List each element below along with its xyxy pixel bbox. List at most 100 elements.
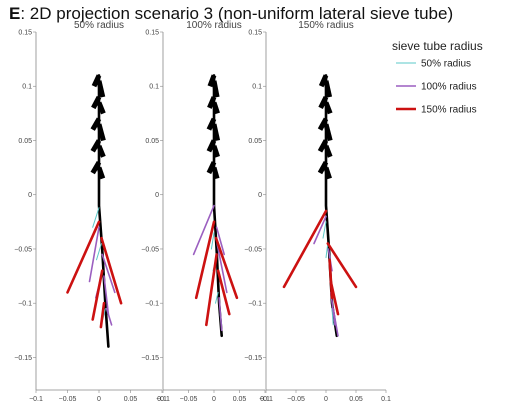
panel-50-radius: 50% radius 0.15 0.1 0.05 0 −0.05 −0.1 −0.15 −0.1… xyxy=(14,20,167,403)
y-tick-label: 0.05 xyxy=(248,138,262,145)
segment xyxy=(332,307,339,337)
segment xyxy=(216,269,231,316)
segment xyxy=(207,96,217,109)
x-tick-label: −0.05 xyxy=(59,396,77,403)
segment xyxy=(90,160,102,175)
y-tick-label: 0 xyxy=(28,192,32,199)
panel-title: 150% radius xyxy=(298,20,354,31)
figure-letter: E xyxy=(9,4,20,23)
panel-100-radius: 100% radius 0.15 0.1 0.05 0 −0.05 −0.1 −0.15 −0.… xyxy=(141,20,270,403)
legend-label: 100% radius xyxy=(421,82,477,93)
segment xyxy=(206,161,217,175)
segment xyxy=(105,307,113,326)
y-tick-label: 0 xyxy=(155,192,159,199)
y-tick-label: 0.15 xyxy=(18,30,32,37)
segment xyxy=(96,123,106,142)
series-150-radius xyxy=(194,220,239,327)
x-tick-label: 0.1 xyxy=(157,396,167,403)
segment xyxy=(328,258,334,300)
y-tick-label: 0.1 xyxy=(252,84,262,91)
segment xyxy=(313,215,327,245)
series-150-radius xyxy=(282,209,358,316)
segment xyxy=(211,145,220,158)
segment xyxy=(282,209,328,289)
series-shoot-laterals xyxy=(206,74,221,180)
series-100-radius xyxy=(192,204,228,332)
y-tick-label: −0.15 xyxy=(244,355,262,362)
panel-title: 100% radius xyxy=(186,20,242,31)
segment xyxy=(90,139,102,153)
segment xyxy=(206,139,217,153)
segment xyxy=(91,74,102,88)
series-shoot-laterals xyxy=(90,74,106,180)
segment xyxy=(323,166,332,180)
segment xyxy=(88,226,100,283)
segment xyxy=(318,95,329,110)
x-tick-label: −0.05 xyxy=(180,396,198,403)
legend-label: 50% radius xyxy=(421,59,471,70)
y-tick-label: 0.1 xyxy=(149,84,159,91)
segment xyxy=(194,220,216,300)
segment xyxy=(192,204,215,256)
series-100-radius xyxy=(313,215,339,337)
figure-title: E: 2D projection scenario 3 (non-uniform… xyxy=(9,4,453,23)
segment xyxy=(206,117,217,131)
segment xyxy=(210,232,215,250)
segment xyxy=(96,101,106,115)
segment xyxy=(96,243,102,261)
segment xyxy=(212,74,223,338)
x-tick-label: 0.05 xyxy=(349,396,363,403)
x-tick-label: 0.05 xyxy=(233,396,247,403)
segment xyxy=(96,80,106,98)
segment xyxy=(214,236,239,300)
y-tick-label: 0.1 xyxy=(22,84,32,91)
y-tick-label: 0.15 xyxy=(145,30,159,37)
legend-label: 150% radius xyxy=(421,105,477,116)
y-tick-label: −0.05 xyxy=(141,246,159,253)
segment xyxy=(96,166,106,180)
segment xyxy=(216,242,228,294)
segment xyxy=(101,253,116,294)
x-tick-label: 0.1 xyxy=(260,396,270,403)
x-tick-label: −0.05 xyxy=(287,396,305,403)
segment xyxy=(100,236,123,305)
series-main-axis xyxy=(212,74,223,338)
segment xyxy=(329,280,340,316)
y-tick-label: −0.05 xyxy=(244,246,262,253)
segment xyxy=(207,74,217,88)
segment xyxy=(215,226,225,256)
legend-title: sieve tube radius xyxy=(392,39,483,53)
panel-title: 50% radius xyxy=(74,20,124,31)
legend: sieve tube radius 50% radius 100% radius 1… xyxy=(392,39,483,116)
y-tick-label: 0.15 xyxy=(248,30,262,37)
y-tick-label: 0.05 xyxy=(145,138,159,145)
panel-150-radius: 150% radius 0.15 0.1 0.05 0 −0.05 −0.1 −0.15 −0.… xyxy=(244,20,391,403)
segment xyxy=(326,242,358,289)
y-tick-label: −0.1 xyxy=(248,301,262,308)
segment xyxy=(92,207,100,228)
segment xyxy=(205,253,218,327)
segment xyxy=(91,95,102,110)
segment xyxy=(211,123,221,142)
segment xyxy=(317,117,329,131)
x-tick-label: −0.1 xyxy=(156,396,170,403)
segment xyxy=(90,117,102,131)
segment xyxy=(318,74,329,88)
segment xyxy=(103,275,110,315)
segment xyxy=(331,308,334,326)
segment xyxy=(325,243,329,259)
segment xyxy=(218,297,223,332)
figure-title-text: : 2D projection scenario 3 (non-uniform … xyxy=(20,4,453,23)
y-tick-label: −0.1 xyxy=(145,301,159,308)
y-tick-label: −0.1 xyxy=(18,301,32,308)
segment xyxy=(211,101,220,115)
segment xyxy=(323,101,333,115)
segment xyxy=(211,166,220,180)
segment xyxy=(317,160,329,175)
series-150-radius xyxy=(66,220,123,329)
segment xyxy=(66,220,101,294)
x-tick-label: 0 xyxy=(212,396,216,403)
segment xyxy=(96,144,106,158)
y-tick-label: −0.15 xyxy=(141,355,159,362)
